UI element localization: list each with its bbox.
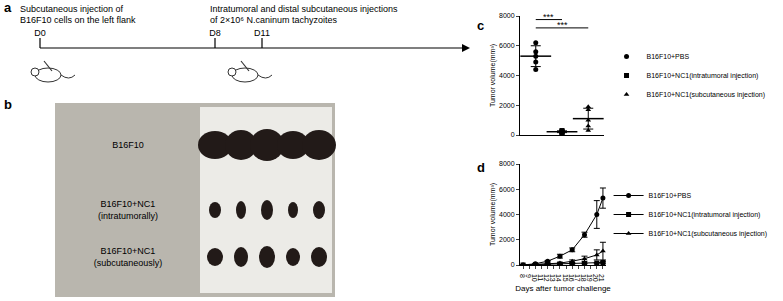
svg-text:B16F10+NC1: B16F10+NC1 — [101, 246, 156, 256]
svg-text:D0: D0 — [34, 28, 46, 38]
svg-text:9: 9 — [525, 274, 532, 278]
svg-text:of 2×10⁶ N.caninum tachyzoites: of 2×10⁶ N.caninum tachyzoites — [210, 15, 338, 25]
svg-text:c: c — [477, 18, 484, 33]
svg-text:12: 12 — [543, 274, 550, 282]
svg-text:B16F10: B16F10 — [112, 140, 144, 150]
svg-text:14: 14 — [555, 274, 562, 282]
svg-text:D8: D8 — [209, 28, 221, 38]
svg-text:B16F10+NC1(intratumoral inject: B16F10+NC1(intratumoral injection) — [649, 211, 761, 219]
svg-text:***: *** — [543, 12, 554, 22]
svg-text:b: b — [4, 97, 12, 112]
svg-text:13: 13 — [549, 274, 556, 282]
svg-text:4000: 4000 — [499, 211, 515, 218]
svg-text:20: 20 — [592, 274, 599, 282]
svg-text:0: 0 — [511, 131, 515, 138]
svg-text:B16F10+NC1: B16F10+NC1 — [101, 199, 156, 209]
svg-text:2000: 2000 — [499, 236, 515, 243]
svg-text:2000: 2000 — [499, 102, 515, 109]
svg-text:15: 15 — [562, 274, 569, 282]
svg-text:B16F10+NC1(subcutaneous inject: B16F10+NC1(subcutaneous injection) — [647, 91, 766, 99]
svg-text:18: 18 — [580, 274, 587, 282]
svg-text:d: d — [477, 160, 485, 175]
svg-text:Intratumoral and distal subcut: Intratumoral and distal subcutaneous inj… — [210, 4, 398, 14]
svg-text:6000: 6000 — [499, 42, 515, 49]
svg-text:Subcutaneous injection of: Subcutaneous injection of — [20, 4, 124, 14]
svg-text:16: 16 — [568, 274, 575, 282]
svg-text:6000: 6000 — [499, 186, 515, 193]
svg-text:0: 0 — [511, 261, 515, 268]
svg-text:B16F10+NC1(intratumoral inject: B16F10+NC1(intratumoral injection) — [647, 72, 759, 80]
svg-text:10: 10 — [531, 274, 538, 282]
svg-text:4000: 4000 — [499, 72, 515, 79]
svg-text:Tumor volume(mm³): Tumor volume(mm³) — [489, 44, 497, 107]
svg-text:***: *** — [557, 20, 568, 30]
svg-text:8: 8 — [519, 274, 526, 278]
svg-text:Days after tumor challenge: Days after tumor challenge — [515, 284, 611, 293]
svg-text:B16F10+PBS: B16F10+PBS — [649, 192, 692, 199]
svg-text:11: 11 — [537, 274, 544, 281]
svg-text:D11: D11 — [254, 28, 270, 38]
svg-text:(intratumorally): (intratumorally) — [98, 211, 158, 221]
svg-text:Tumor volume(mm³): Tumor volume(mm³) — [489, 183, 497, 246]
svg-text:19: 19 — [586, 274, 593, 282]
svg-text:a: a — [4, 0, 12, 15]
svg-text:8000: 8000 — [499, 12, 515, 19]
svg-text:(subcutaneously): (subcutaneously) — [94, 258, 163, 268]
svg-text:17: 17 — [574, 274, 581, 282]
svg-text:B16F10+NC1(subcutaneous inject: B16F10+NC1(subcutaneous injection) — [649, 230, 768, 238]
svg-text:B16F10+PBS: B16F10+PBS — [647, 53, 690, 60]
svg-text:8000: 8000 — [499, 160, 515, 167]
svg-text:21: 21 — [598, 274, 605, 282]
svg-text:B16F10 cells on the left flank: B16F10 cells on the left flank — [20, 15, 136, 25]
